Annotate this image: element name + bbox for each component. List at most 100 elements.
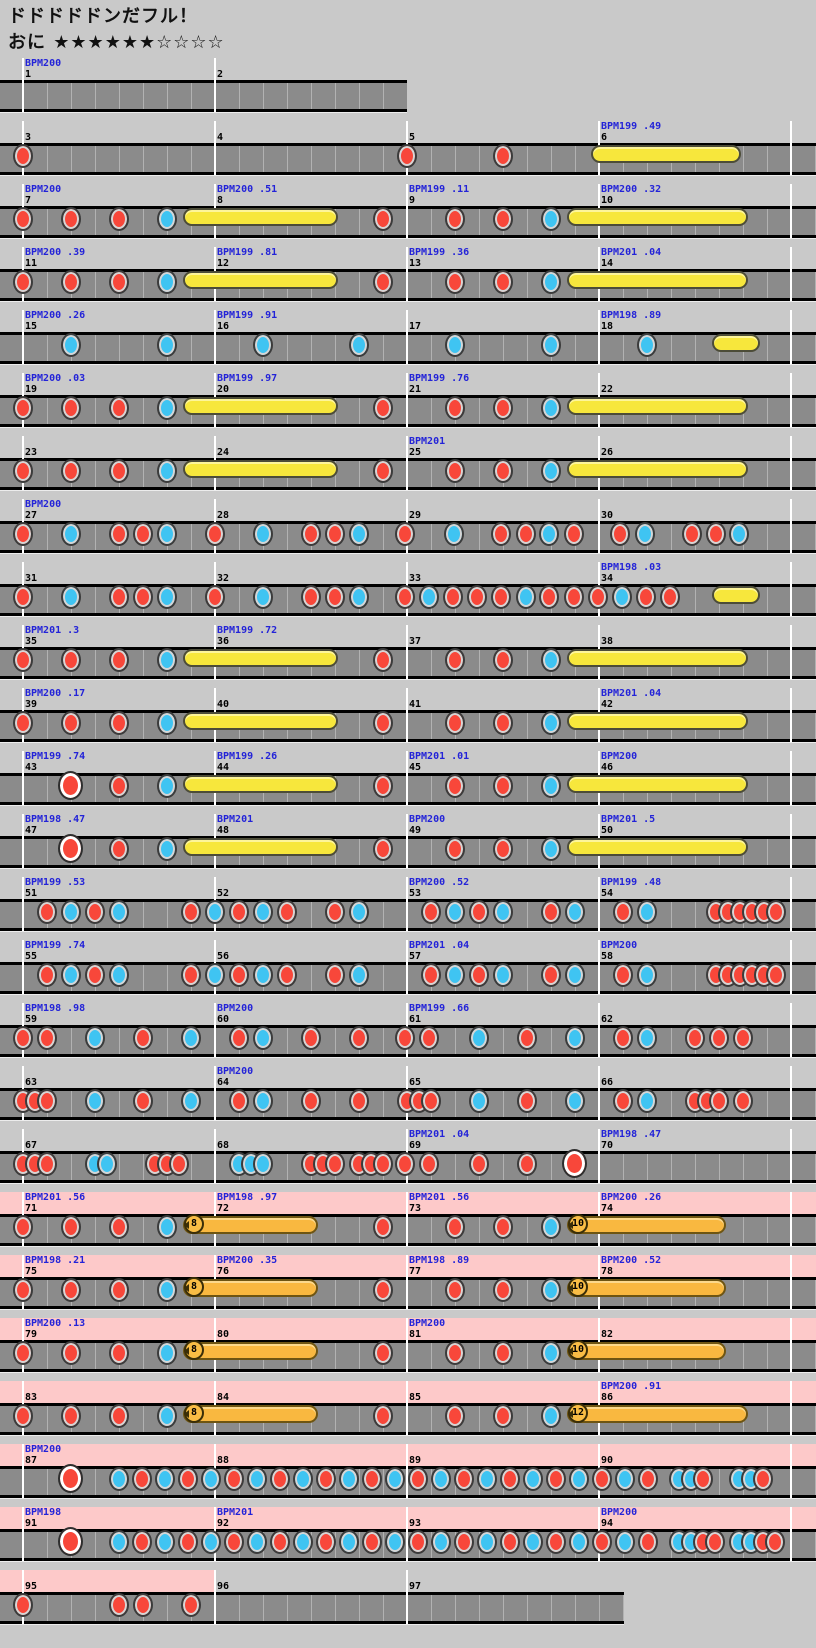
drumroll-bar (567, 712, 748, 730)
beat-grid-line (47, 146, 48, 172)
beat-grid-line (479, 461, 480, 487)
beat-grid-line (71, 1595, 72, 1621)
don-note (109, 270, 129, 294)
measure-number: 41 (409, 699, 422, 710)
ka-note (339, 1530, 359, 1554)
ka-note (181, 1089, 201, 1113)
measure-line (790, 247, 792, 301)
bpm-label: BPM199 .53 (25, 877, 86, 888)
don-note (13, 1593, 33, 1617)
don-note (13, 396, 33, 420)
don-note (270, 1467, 290, 1491)
don-note (685, 1026, 705, 1050)
note-lane (0, 962, 816, 994)
measure-number: 82 (601, 1329, 614, 1340)
chart-row: BPM200 .17 39 40 41 BPM201 .04 42 (0, 688, 816, 751)
don-note (109, 648, 129, 672)
beat-grid-line (359, 1532, 360, 1558)
bpm-label: BPM200 .51 (217, 184, 278, 195)
beat-grid-line (503, 1595, 504, 1621)
drumroll-bar (567, 271, 748, 289)
don-note (421, 1089, 441, 1113)
beat-grid-line (431, 272, 432, 298)
don-note (373, 1215, 393, 1239)
ka-note (493, 900, 513, 924)
measure-label-strip (0, 877, 816, 899)
beat-grid-line (359, 1469, 360, 1495)
measure-number: 21 (409, 384, 422, 395)
ka-note (109, 900, 129, 924)
don-note (13, 585, 33, 609)
beat-grid-line (527, 650, 528, 676)
ka-note (181, 1026, 201, 1050)
ka-note (541, 837, 561, 861)
measure-number: 81 (409, 1329, 422, 1340)
ka-note (541, 774, 561, 798)
ka-note (61, 585, 81, 609)
beat-grid-line (503, 1028, 504, 1054)
beat-grid-line (479, 1343, 480, 1369)
don-note (541, 963, 561, 987)
measure-number: 36 (217, 636, 230, 647)
don-note (229, 900, 249, 924)
don-note (493, 1404, 513, 1428)
beat-grid-line (191, 335, 192, 361)
measure-line (406, 751, 408, 805)
beat-grid-line (143, 902, 144, 928)
don-note (301, 1026, 321, 1050)
chart-row: BPM200 1 2 (0, 58, 816, 121)
bpm-label: BPM201 .56 (25, 1192, 86, 1203)
beat-grid-line (767, 398, 768, 424)
ka-note (729, 522, 749, 546)
ka-note (637, 1026, 657, 1050)
bpm-label: BPM201 (217, 814, 254, 825)
beat-grid-line (335, 1406, 336, 1432)
ka-note (635, 522, 655, 546)
beat-grid-line (695, 1154, 696, 1180)
measure-label-strip (0, 562, 816, 584)
beat-grid-line (431, 713, 432, 739)
don-note (733, 1089, 753, 1113)
bpm-label: BPM198 .47 (601, 1129, 662, 1140)
big-don-note (58, 834, 83, 863)
ka-note (157, 648, 177, 672)
beat-grid-line (119, 83, 120, 109)
beat-grid-line (359, 83, 360, 109)
beat-grid-line (383, 524, 384, 550)
bpm-label: BPM200 .91 (601, 1381, 662, 1392)
balloon-roll-bar (567, 1342, 726, 1360)
don-note (109, 522, 129, 546)
beat-grid-line (167, 146, 168, 172)
ka-note (565, 900, 585, 924)
don-note (445, 1215, 465, 1239)
bpm-label: BPM199 .81 (217, 247, 278, 258)
ka-note (253, 585, 273, 609)
bpm-label: BPM199 .36 (409, 247, 470, 258)
don-note (133, 1026, 153, 1050)
beat-grid-line (95, 524, 96, 550)
beat-grid-line (143, 398, 144, 424)
ka-note (157, 1404, 177, 1428)
beat-grid-line (767, 1406, 768, 1432)
don-note (454, 1467, 474, 1491)
don-note (546, 1467, 566, 1491)
don-note (61, 1404, 81, 1428)
ka-note (109, 963, 129, 987)
beat-grid-line (479, 335, 480, 361)
measure-number: 61 (409, 1014, 422, 1025)
big-don-note (58, 1464, 83, 1493)
don-note (546, 1530, 566, 1554)
ka-note (247, 1530, 267, 1554)
ka-note (205, 900, 225, 924)
don-note (109, 711, 129, 735)
beat-grid-line (527, 209, 528, 235)
don-note (169, 1152, 189, 1176)
don-note (132, 1530, 152, 1554)
measure-number: 43 (25, 762, 38, 773)
chart-row: BPM200 87 88 89 90 (0, 1444, 816, 1507)
don-note (445, 1404, 465, 1428)
beat-grid-line (671, 902, 672, 928)
bpm-label: BPM199 .48 (601, 877, 662, 888)
ka-note (541, 396, 561, 420)
don-note (610, 522, 630, 546)
